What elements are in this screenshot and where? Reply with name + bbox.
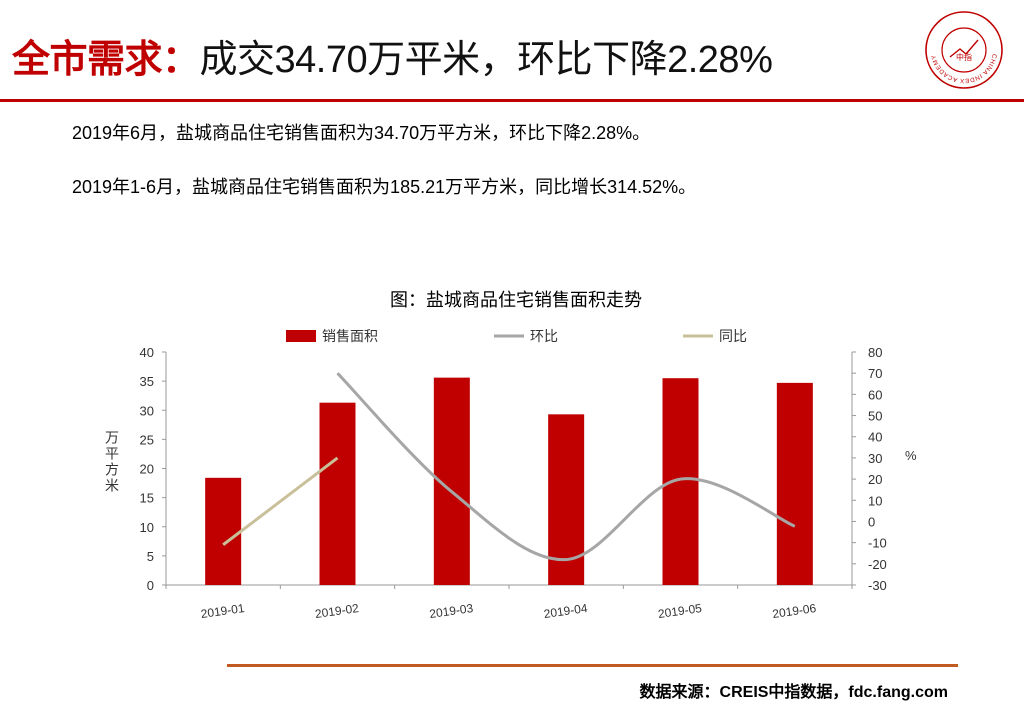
legend-label-环比: 环比: [530, 328, 558, 344]
legend-label-销售面积: 销售面积: [322, 328, 378, 344]
x-tick-label: 2019-06: [771, 601, 817, 621]
right-tick-label: -10: [868, 536, 887, 551]
x-tick-label: 2019-05: [657, 601, 703, 621]
right-tick-label: -20: [868, 557, 887, 572]
left-tick-label: 25: [140, 432, 154, 447]
right-tick-label: 60: [868, 387, 882, 402]
line-同比: [222, 456, 339, 546]
title-highlight: 全市需求：: [12, 39, 200, 81]
chart-axes: [162, 351, 856, 589]
right-tick-label: 10: [868, 493, 882, 508]
footer-divider: [227, 664, 958, 667]
summary-line-1: 2019年6月，盐城商品住宅销售面积为34.70万平方米，环比下降2.28%。: [72, 123, 651, 143]
right-tick-label: -30: [868, 578, 887, 593]
line-series: [222, 372, 796, 562]
left-tick-label: 30: [140, 403, 154, 418]
y2-axis-label: %: [905, 448, 917, 463]
line-环比: [336, 372, 796, 562]
right-tick-label: 20: [868, 472, 882, 487]
sales-area-chart: 图：盐城商品住宅销售面积走势 销售面积 环比 同比 0 5 10 15 20 25 30 35 40…: [104, 290, 917, 621]
x-tick-label: 2019-03: [428, 601, 474, 621]
legend-label-同比: 同比: [719, 328, 747, 344]
chart-title: 图：盐城商品住宅销售面积走势: [390, 290, 642, 310]
left-tick-label: 40: [140, 345, 154, 360]
right-tick-label: 30: [868, 451, 882, 466]
left-tick-label: 5: [147, 549, 154, 564]
legend-swatch-销售面积: [286, 330, 316, 342]
right-tick-label: 80: [868, 345, 882, 360]
axis-labels: 0 5 10 15 20 25 30 35 40 -30 -20 -10 0 10 20 30 40 50 60 70…: [104, 345, 917, 621]
bar-series: [205, 377, 813, 585]
right-tick-label: 0: [868, 514, 875, 529]
bar-2019-06: [776, 382, 813, 585]
header-divider: [0, 99, 1024, 102]
left-tick-label: 20: [140, 462, 154, 477]
title-rest: 成交34.70万平米，环比下降2.28%: [199, 39, 773, 81]
bar-2019-01: [205, 477, 242, 585]
right-tick-label: 40: [868, 430, 882, 445]
right-tick-label: 50: [868, 409, 882, 424]
header: 全市需求：成交34.70万平米，环比下降2.28% CHINA INDEX AC…: [0, 0, 1024, 104]
x-tick-label: 2019-01: [200, 601, 246, 621]
left-tick-label: 15: [140, 491, 154, 506]
china-index-academy-logo: CHINA INDEX ACADEMY 中指: [925, 11, 1003, 89]
left-tick-label: 10: [140, 520, 154, 535]
chart-legend: 销售面积 环比 同比: [286, 328, 747, 344]
summary-text: 2019年6月，盐城商品住宅销售面积为34.70万平方米，环比下降2.28%。 …: [72, 118, 972, 226]
summary-line-2: 2019年1-6月，盐城商品住宅销售面积为185.21万平方米，同比增长314.…: [72, 177, 697, 197]
logo-center-text: 中指: [956, 52, 972, 62]
bar-2019-02: [319, 402, 356, 585]
left-tick-label: 0: [147, 578, 154, 593]
right-tick-label: 70: [868, 366, 882, 381]
page-title: 全市需求：成交34.70万平米，环比下降2.28%: [12, 28, 773, 83]
x-tick-label: 2019-04: [543, 601, 589, 621]
x-tick-label: 2019-02: [314, 601, 360, 621]
y-axis-label: 万平方米: [104, 430, 120, 494]
left-tick-label: 35: [140, 374, 154, 389]
data-source: 数据来源：CREIS中指数据，fdc.fang.com: [639, 684, 948, 701]
